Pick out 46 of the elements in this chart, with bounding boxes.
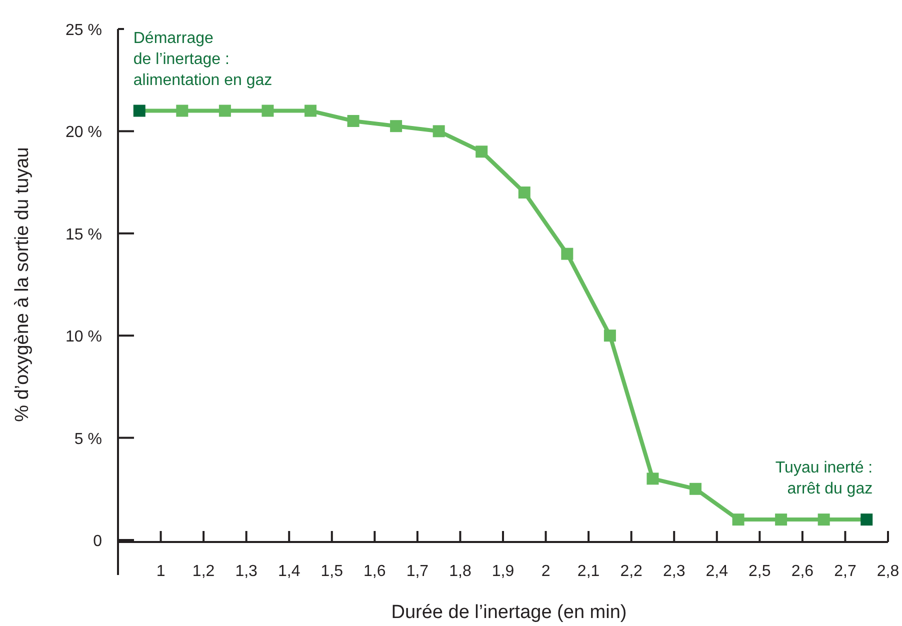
point — [176, 104, 188, 117]
x-tick-label: 1,2 — [192, 563, 215, 580]
point — [732, 514, 744, 526]
x-tick-label: 2,7 — [834, 563, 856, 580]
point — [476, 146, 488, 158]
point — [604, 330, 616, 342]
point — [262, 104, 274, 117]
point — [646, 472, 659, 485]
point — [218, 104, 231, 117]
point — [775, 514, 788, 526]
x-tick-label: 2 — [541, 563, 550, 580]
point — [860, 514, 873, 526]
point — [561, 248, 574, 260]
point — [304, 104, 316, 117]
y-tick-label: 25 % — [66, 22, 102, 39]
annotation: Démarrage de l’inertage : alimentation en gaz — [133, 30, 272, 89]
y-tick-label: 10 % — [66, 328, 102, 346]
x-tick-label: 1,4 — [278, 563, 300, 580]
point — [432, 125, 445, 138]
y-tick-label: 5 % — [74, 430, 102, 448]
y-tick-label: 20 % — [66, 124, 102, 142]
point — [347, 114, 360, 127]
x-tick-label: 2,6 — [791, 563, 814, 580]
point — [818, 514, 830, 526]
x-tick-label: 1,3 — [235, 563, 258, 580]
point — [518, 186, 530, 199]
x-tick-label: 2,8 — [876, 563, 900, 580]
x-tick-label: 2,5 — [748, 563, 771, 580]
x-tick-label: 1,6 — [364, 563, 386, 580]
x-tick-label: 2,4 — [706, 563, 728, 580]
x-axis-title: Durée de l’inertage (en min) — [391, 602, 627, 623]
x-tick-label: 1,8 — [449, 563, 472, 580]
y-tick-label: 15 % — [66, 226, 102, 244]
x-tick-label: 1,7 — [406, 563, 429, 580]
x-tick-label: 1,5 — [320, 563, 344, 580]
x-tick-label: 1 — [156, 563, 166, 580]
x-tick-label: 2,1 — [577, 563, 600, 580]
y-tick-label: 0 — [93, 533, 102, 550]
x-tick-label: 2,3 — [662, 563, 686, 580]
point — [390, 120, 402, 132]
y-axis-title: % d’oxygène à la sortie du tuyau — [12, 147, 33, 422]
point — [690, 482, 702, 495]
point — [133, 104, 146, 117]
x-tick-label: 2,2 — [620, 563, 643, 580]
annotation: Tuyau inerté : arrêt du gaz — [775, 460, 873, 498]
x-tick-label: 1,9 — [492, 563, 514, 580]
